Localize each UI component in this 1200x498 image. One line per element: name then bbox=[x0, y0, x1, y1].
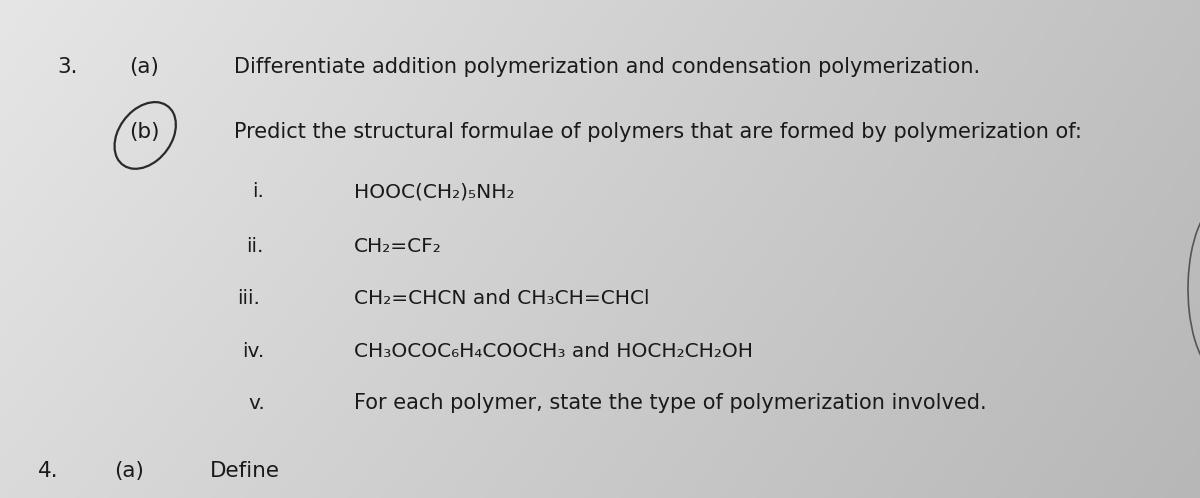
Text: HOOC(CH₂)₅NH₂: HOOC(CH₂)₅NH₂ bbox=[354, 182, 515, 201]
Text: v.: v. bbox=[248, 394, 265, 413]
Text: CH₂=CF₂: CH₂=CF₂ bbox=[354, 237, 442, 256]
Text: 4.: 4. bbox=[38, 461, 59, 481]
Text: i.: i. bbox=[252, 182, 264, 201]
Text: Differentiate addition polymerization and condensation polymerization.: Differentiate addition polymerization an… bbox=[234, 57, 980, 77]
Text: iv.: iv. bbox=[242, 342, 265, 361]
Text: (a): (a) bbox=[130, 57, 160, 77]
Text: Define: Define bbox=[210, 461, 280, 481]
Text: CH₃OCOC₆H₄COOCH₃ and HOCH₂CH₂OH: CH₃OCOC₆H₄COOCH₃ and HOCH₂CH₂OH bbox=[354, 342, 754, 361]
Text: CH₂=CHCN and CH₃CH=CHCl: CH₂=CHCN and CH₃CH=CHCl bbox=[354, 289, 649, 308]
Text: iii.: iii. bbox=[238, 289, 260, 308]
Text: Predict the structural formulae of polymers that are formed by polymerization of: Predict the structural formulae of polym… bbox=[234, 122, 1082, 142]
Text: (a): (a) bbox=[114, 461, 144, 481]
Text: (b): (b) bbox=[130, 122, 160, 142]
Text: ii.: ii. bbox=[246, 237, 263, 256]
Text: For each polymer, state the type of polymerization involved.: For each polymer, state the type of poly… bbox=[354, 393, 986, 413]
Text: 3.: 3. bbox=[58, 57, 78, 77]
